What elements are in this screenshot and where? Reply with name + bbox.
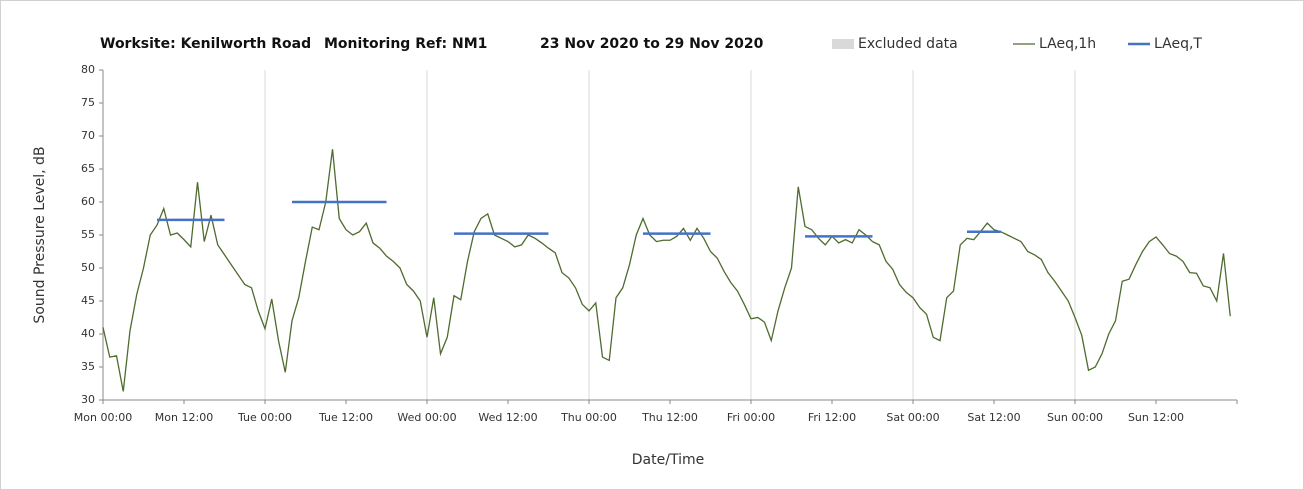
x-tick-label: Mon 00:00 [74,411,132,424]
legend-label: LAeq,1h [1039,36,1096,52]
y-axis-title: Sound Pressure Level, dB [32,146,48,323]
x-tick-label: Sun 12:00 [1128,411,1184,424]
y-tick-label: 50 [81,261,95,274]
y-tick-label: 65 [81,162,95,175]
chart-title: Monitoring Ref: NM1 [324,36,487,52]
x-tick-label: Wed 00:00 [397,411,456,424]
x-axis-title: Date/Time [632,452,704,468]
y-tick-label: 40 [81,327,95,340]
chart-title: 23 Nov 2020 to 29 Nov 2020 [540,36,764,52]
y-tick-label: 70 [81,129,95,142]
y-tick-label: 45 [81,294,95,307]
x-tick-label: Tue 00:00 [237,411,292,424]
x-tick-label: Fri 00:00 [727,411,775,424]
x-tick-label: Thu 12:00 [641,411,698,424]
x-tick-label: Thu 00:00 [560,411,617,424]
x-tick-label: Mon 12:00 [155,411,213,424]
y-tick-label: 75 [81,96,95,109]
legend-label: LAeq,T [1154,36,1202,52]
x-tick-label: Sat 00:00 [886,411,939,424]
chart-title: Worksite: Kenilworth Road [100,36,311,52]
laeq-1h-line [102,149,1231,392]
x-tick-label: Sat 12:00 [967,411,1020,424]
legend-label: Excluded data [858,36,958,52]
x-tick-label: Sun 00:00 [1047,411,1103,424]
y-tick-label: 35 [81,360,95,373]
x-tick-label: Tue 12:00 [318,411,373,424]
y-tick-label: 80 [81,63,95,76]
y-tick-label: 30 [81,393,95,406]
x-tick-label: Wed 12:00 [478,411,537,424]
legend-swatch [832,39,854,49]
x-tick-label: Fri 12:00 [808,411,856,424]
y-tick-label: 55 [81,228,95,241]
y-tick-label: 60 [81,195,95,208]
